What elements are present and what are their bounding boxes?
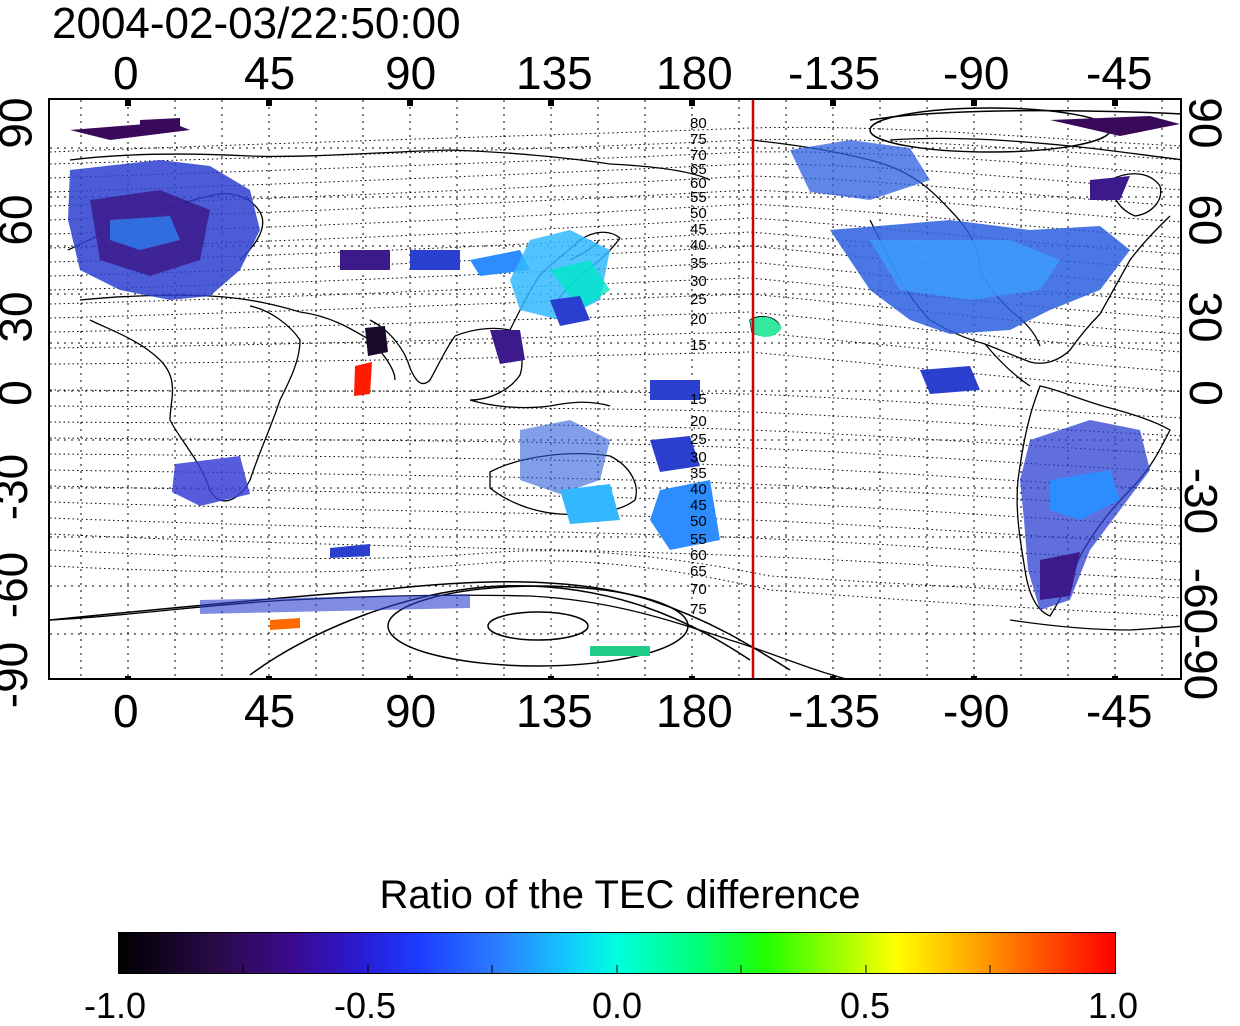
- right-lat-tick: 0: [1179, 380, 1232, 406]
- contour-label: 75: [690, 601, 707, 618]
- contour-label: 60: [690, 547, 707, 564]
- contour-label: 45: [690, 497, 707, 514]
- contour-label: 35: [690, 465, 707, 482]
- contour-label: 55: [690, 189, 707, 206]
- contour-label: 55: [690, 531, 707, 548]
- contour-label: 60: [690, 175, 707, 192]
- contour-label: 65: [690, 161, 707, 178]
- tec-map-panel: 80 75 70 65 60 55 50 45 40 35 30 25 20 1…: [48, 98, 1182, 680]
- contour-label: 20: [690, 413, 707, 430]
- right-lat-tick: 60: [1179, 194, 1232, 246]
- contour-label: 80: [690, 115, 707, 132]
- bottom-lon-tick: 135: [516, 685, 593, 737]
- left-lat-tick: 90: [0, 97, 42, 149]
- contour-label: 40: [690, 237, 707, 254]
- top-lon-tick: -90: [943, 47, 1010, 99]
- left-lat-tick: -90: [0, 641, 38, 709]
- bottom-lon-tick: 0: [113, 685, 139, 737]
- axis-ticks: [125, 100, 1118, 678]
- contour-label: 40: [690, 481, 707, 498]
- top-lon-tick: -135: [788, 47, 881, 99]
- contour-label: 65: [690, 563, 707, 580]
- left-lat-tick: 0: [0, 380, 41, 406]
- left-lat-tick: -30: [0, 453, 38, 521]
- contour-label: 50: [690, 205, 707, 222]
- right-lat-tick: -30: [1175, 467, 1228, 535]
- top-lon-tick: -45: [1086, 47, 1153, 99]
- top-lon-tick: 90: [385, 47, 437, 99]
- contour-label: 15: [690, 337, 707, 354]
- contour-label: 70: [690, 581, 707, 598]
- contour-label: 30: [690, 273, 707, 290]
- left-lat-tick: -60: [0, 551, 38, 619]
- bottom-lon-tick: 45: [244, 685, 296, 737]
- right-lat-tick: -60: [1175, 567, 1228, 635]
- contour-label: 50: [690, 513, 707, 530]
- colorbar-tick-label: -1.0: [84, 985, 147, 1026]
- colorbar: [118, 932, 1116, 974]
- contour-label: 75: [690, 131, 707, 148]
- contour-label: 25: [690, 291, 707, 308]
- left-lat-tick: 60: [0, 194, 42, 246]
- top-lon-tick: 135: [516, 47, 593, 99]
- contour-label: 35: [690, 255, 707, 272]
- bottom-lon-tick: -45: [1086, 685, 1153, 737]
- colorbar-tick-label: 1.0: [1088, 985, 1139, 1026]
- colorbar-title: Ratio of the TEC difference: [379, 873, 861, 917]
- contour-label: 30: [690, 449, 707, 466]
- colorbar-tick-label: 0.0: [592, 985, 643, 1026]
- contour-label: 25: [690, 431, 707, 448]
- timestamp-title: 2004-02-03/22:50:00: [52, 0, 461, 48]
- contour-label: 20: [690, 311, 707, 328]
- contour-labels: 80 75 70 65 60 55 50 45 40 35 30 25 20 1…: [690, 115, 707, 618]
- top-lon-tick: 45: [244, 47, 296, 99]
- colorbar-ticks: [242, 965, 991, 973]
- bottom-lon-tick: -135: [788, 685, 881, 737]
- right-lat-tick: 30: [1179, 291, 1232, 343]
- tec-data-patches: [68, 116, 1180, 656]
- right-lat-tick: -90: [1175, 633, 1228, 701]
- bottom-lon-tick: -90: [943, 685, 1010, 737]
- contour-label: 70: [690, 147, 707, 164]
- colorbar-tick-label: -0.5: [334, 985, 397, 1026]
- top-lon-tick: 180: [656, 47, 733, 99]
- left-lat-tick: 30: [0, 291, 42, 343]
- bottom-lon-tick: 90: [385, 685, 437, 737]
- right-lat-tick: 90: [1179, 97, 1232, 149]
- colorbar-tick-label: 0.5: [840, 985, 891, 1026]
- contour-label: 15: [690, 391, 707, 408]
- contour-label: 45: [690, 221, 707, 238]
- bottom-lon-tick: 180: [656, 685, 733, 737]
- map-canvas: 80 75 70 65 60 55 50 45 40 35 30 25 20 1…: [50, 100, 1180, 678]
- top-lon-tick: 0: [113, 47, 139, 99]
